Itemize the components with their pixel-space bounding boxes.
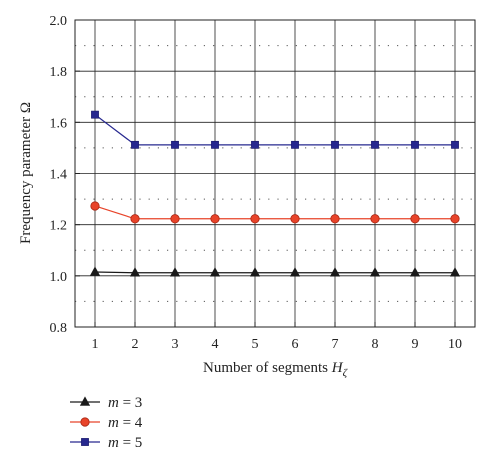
data-point <box>450 214 460 224</box>
legend-label: m = 3 <box>108 395 142 411</box>
y-tick-label: 0.8 <box>50 321 68 336</box>
x-tick-label: 10 <box>448 337 462 352</box>
legend-marker <box>79 396 91 406</box>
data-point <box>409 267 421 277</box>
data-point <box>369 267 381 277</box>
x-tick-label: 2 <box>132 337 139 352</box>
y-axis-title: Frequency parameter Ω <box>18 102 34 244</box>
y-tick-label: 1.8 <box>50 65 68 80</box>
x-axis-title: Number of segments Hζ <box>203 360 349 379</box>
data-point <box>411 140 419 149</box>
data-point <box>331 140 339 149</box>
data-point <box>131 140 139 149</box>
data-point <box>210 214 220 224</box>
x-axis-title-text: Number of segments <box>203 360 328 376</box>
data-point <box>130 214 140 224</box>
data-point <box>249 267 261 277</box>
data-point <box>209 267 221 277</box>
data-point <box>170 214 180 224</box>
data-point <box>371 140 379 149</box>
x-tick-label: 5 <box>252 337 259 352</box>
data-point <box>251 140 259 149</box>
x-tick-label: 6 <box>292 337 299 352</box>
legend-label: m = 5 <box>108 435 142 451</box>
data-point <box>291 140 299 149</box>
x-axis-ticks: 1 2 3 4 5 6 7 8 9 10 <box>92 322 462 352</box>
data-point <box>329 267 341 277</box>
x-tick-label: 8 <box>372 337 379 352</box>
data-point <box>290 214 300 224</box>
series-line <box>94 205 455 220</box>
x-tick-label: 4 <box>212 337 219 352</box>
y-tick-label: 1.0 <box>50 270 68 285</box>
data-point <box>289 267 301 277</box>
data-point <box>330 214 340 224</box>
data-point <box>451 140 459 149</box>
y-tick-label: 1.4 <box>50 168 68 183</box>
y-tick-label: 2.0 <box>50 14 68 29</box>
y-tick-label: 1.6 <box>50 116 68 131</box>
x-tick-label: 7 <box>332 337 339 352</box>
legend-marker <box>80 417 90 427</box>
x-axis-title-subscript: ζ <box>343 367 349 379</box>
data-point <box>90 201 100 211</box>
series-line <box>94 114 455 146</box>
data-point <box>250 214 260 224</box>
x-axis-title-symbol: H <box>331 360 344 376</box>
x-tick-label: 1 <box>92 337 99 352</box>
data-point <box>410 214 420 224</box>
data-point <box>449 267 461 277</box>
series-line <box>94 271 455 274</box>
x-tick-label: 9 <box>412 337 419 352</box>
data-point <box>91 110 99 119</box>
legend-label: m = 4 <box>108 415 143 431</box>
series-markers <box>89 110 461 277</box>
legend: m = 3 m = 4 m = 5 <box>70 395 143 451</box>
y-tick-label: 1.2 <box>50 219 68 234</box>
series-lines <box>94 114 455 274</box>
data-point <box>169 267 181 277</box>
legend-marker <box>81 438 89 446</box>
data-point <box>211 140 219 149</box>
data-point <box>171 140 179 149</box>
x-tick-label: 3 <box>172 337 179 352</box>
data-point <box>129 267 141 277</box>
data-point <box>370 214 380 224</box>
y-axis-ticks: 0.8 1.0 1.2 1.4 1.6 1.8 2.0 <box>50 14 80 336</box>
data-point <box>89 266 101 276</box>
